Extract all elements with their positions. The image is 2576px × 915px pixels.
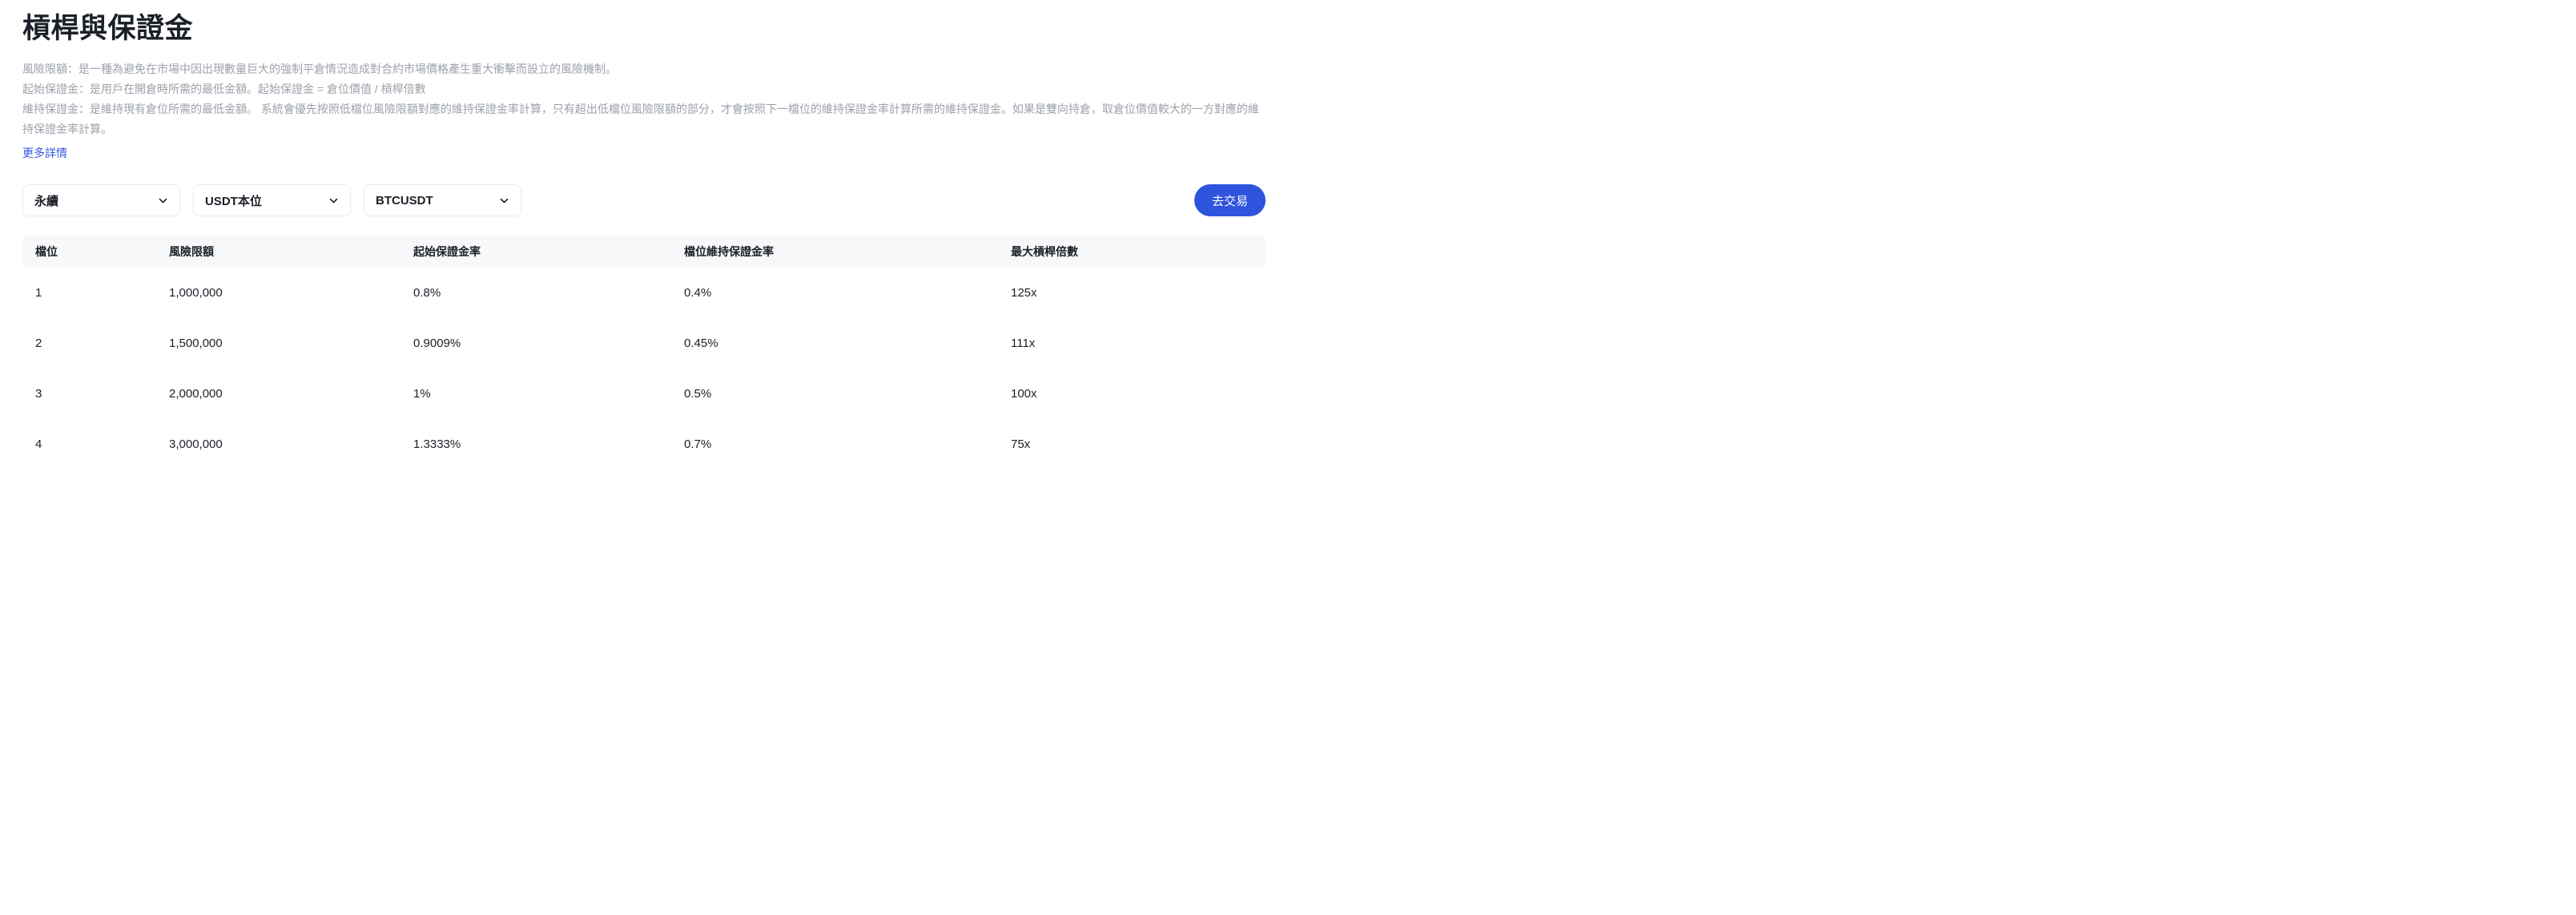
cell-risk-limit: 3,000,000 bbox=[169, 437, 223, 451]
cell-max-leverage: 75x bbox=[1011, 437, 1031, 451]
cell-initial-margin-rate: 0.8% bbox=[413, 286, 441, 300]
margin-mode-value: USDT本位 bbox=[205, 194, 262, 208]
descriptions-block: 風險限額：是一種為避免在市場中因出現數量巨大的強制平倉情況造成對合約市場價格產生… bbox=[22, 59, 1266, 139]
cell-initial-margin-rate: 0.9009% bbox=[413, 337, 461, 350]
maintenance-margin-description: 維持保證金：是維持現有倉位所需的最低金額。 系統會優先按照低檔位風險限額對應的維… bbox=[22, 103, 1259, 135]
page-title: 槓桿與保證金 bbox=[22, 13, 194, 44]
more-details-link[interactable]: 更多詳情 bbox=[22, 147, 67, 159]
table-row: 4 3,000,000 1.3333% 0.7% 75x bbox=[22, 419, 1266, 470]
cell-tier: 4 bbox=[35, 437, 42, 451]
cell-initial-margin-rate: 1% bbox=[413, 387, 431, 401]
table-row: 1 1,000,000 0.8% 0.4% 125x bbox=[22, 268, 1266, 318]
table-row: 2 1,500,000 0.9009% 0.45% 111x bbox=[22, 318, 1266, 369]
cell-tier: 2 bbox=[35, 337, 42, 350]
column-header-initial-margin-rate: 起始保證金率 bbox=[413, 245, 481, 258]
chevron-down-icon bbox=[500, 198, 509, 203]
risk-limit-table: 檔位 風險限額 起始保證金率 檔位維持保證金率 最大槓桿倍數 1 1,000,0… bbox=[22, 236, 1266, 470]
cell-maintenance-margin-rate: 0.45% bbox=[684, 337, 718, 350]
cell-tier: 1 bbox=[35, 286, 42, 300]
filter-controls: 永續 USDT本位 BTCUSDT 去交易 bbox=[22, 184, 1266, 216]
contract-type-select[interactable]: 永續 bbox=[22, 184, 180, 216]
leverage-margin-screen: { "header": { "title": "槓桿與保證金", "paragr… bbox=[0, 11, 1288, 469]
cell-maintenance-margin-rate: 0.5% bbox=[684, 387, 712, 401]
risk-limit-description: 風險限額：是一種為避免在市場中因出現數量巨大的強制平倉情況造成對合約市場價格產生… bbox=[22, 62, 617, 75]
cell-initial-margin-rate: 1.3333% bbox=[413, 437, 461, 451]
cell-max-leverage: 100x bbox=[1011, 387, 1037, 401]
column-header-max-leverage: 最大槓桿倍數 bbox=[1011, 245, 1078, 258]
cell-max-leverage: 111x bbox=[1011, 337, 1036, 350]
symbol-select[interactable]: BTCUSDT bbox=[364, 184, 521, 216]
chevron-down-icon bbox=[329, 198, 338, 203]
symbol-value: BTCUSDT bbox=[376, 193, 433, 208]
go-trade-button[interactable]: 去交易 bbox=[1193, 184, 1266, 216]
initial-margin-description: 起始保證金：是用戶在開倉時所需的最低金額。起始保證金 = 倉位價值 / 槓桿倍數 bbox=[22, 83, 426, 95]
cell-tier: 3 bbox=[35, 387, 42, 401]
table-row: 3 2,000,000 1% 0.5% 100x bbox=[22, 369, 1266, 419]
contract-type-value: 永續 bbox=[34, 194, 59, 208]
table-header-row: 檔位 風險限額 起始保證金率 檔位維持保證金率 最大槓桿倍數 bbox=[22, 236, 1266, 268]
cell-risk-limit: 1,000,000 bbox=[169, 286, 223, 300]
margin-mode-select[interactable]: USDT本位 bbox=[193, 184, 351, 216]
column-header-risk-limit: 風險限額 bbox=[169, 245, 214, 258]
cell-maintenance-margin-rate: 0.7% bbox=[684, 437, 712, 451]
chevron-down-icon bbox=[159, 198, 167, 203]
cell-risk-limit: 2,000,000 bbox=[169, 387, 223, 401]
page-container: 槓桿與保證金 風險限額：是一種為避免在市場中因出現數量巨大的強制平倉情況造成對合… bbox=[0, 11, 1288, 469]
cell-max-leverage: 125x bbox=[1011, 286, 1037, 300]
column-header-maintenance-margin-rate: 檔位維持保證金率 bbox=[684, 245, 774, 258]
cell-risk-limit: 1,500,000 bbox=[169, 337, 223, 350]
column-header-tier: 檔位 bbox=[35, 245, 58, 258]
cell-maintenance-margin-rate: 0.4% bbox=[684, 286, 712, 300]
